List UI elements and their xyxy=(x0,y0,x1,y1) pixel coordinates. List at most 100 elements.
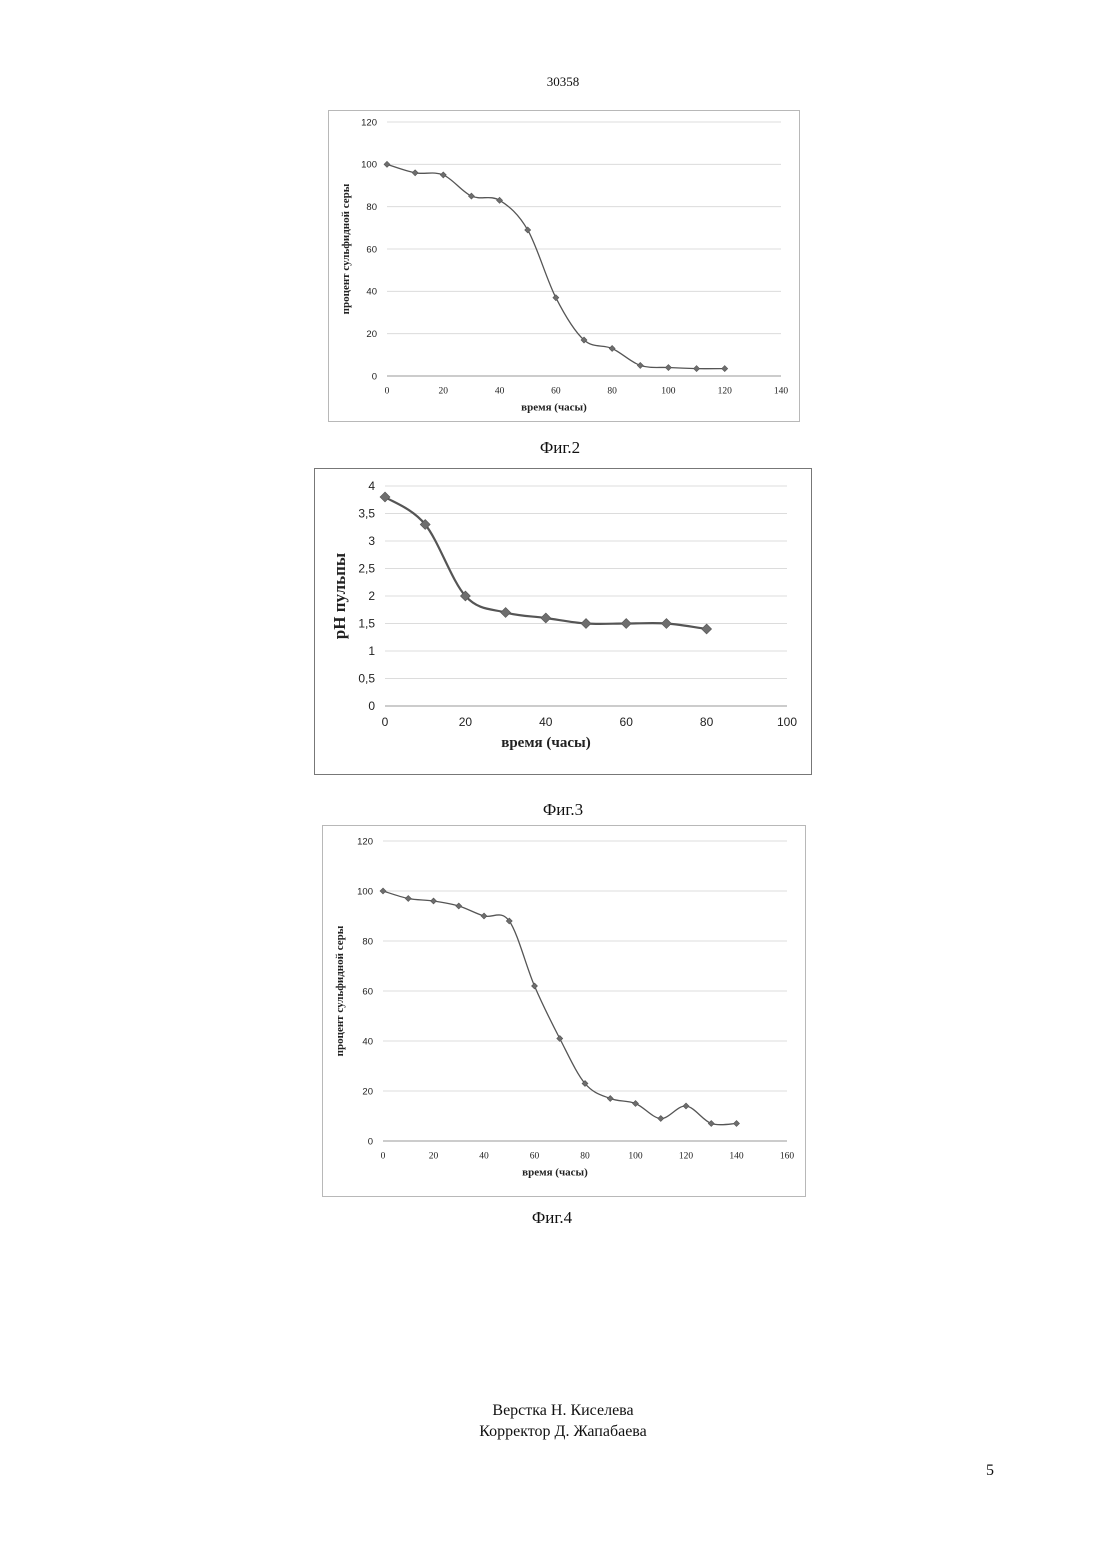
y-tick-label: 40 xyxy=(362,1036,373,1047)
x-tick-label: 120 xyxy=(718,387,733,397)
x-tick-label: 140 xyxy=(774,387,789,397)
data-point-marker xyxy=(637,362,643,368)
y-tick-label: 120 xyxy=(357,836,373,847)
y-tick-label: 60 xyxy=(366,244,377,255)
x-tick-label: 20 xyxy=(459,715,473,729)
x-tick-label: 60 xyxy=(551,387,561,397)
data-point-marker xyxy=(384,161,390,167)
y-tick-label: 0 xyxy=(368,699,375,713)
x-tick-label: 60 xyxy=(530,1152,540,1162)
figure-4-caption: Фиг.4 xyxy=(497,1208,607,1228)
y-tick-label: 20 xyxy=(362,1086,373,1097)
y-tick-label: 0 xyxy=(372,371,377,382)
x-tick-label: 80 xyxy=(580,1152,590,1162)
y-tick-label: 100 xyxy=(357,886,373,897)
data-point-marker xyxy=(440,172,446,178)
x-tick-label: 140 xyxy=(729,1152,744,1162)
document-number: 30358 xyxy=(0,74,1100,90)
y-tick-label: 80 xyxy=(366,202,377,213)
credits-block: Верстка Н. Киселева Корректор Д. Жапабае… xyxy=(0,1400,1100,1442)
y-tick-label: 1 xyxy=(368,644,375,658)
data-point-marker xyxy=(633,1101,639,1107)
x-tick-label: 20 xyxy=(429,1152,439,1162)
x-tick-label: 0 xyxy=(382,715,389,729)
x-tick-label: 100 xyxy=(661,387,676,397)
data-point-marker xyxy=(380,888,386,894)
x-tick-label: 40 xyxy=(495,387,505,397)
x-tick-label: 40 xyxy=(539,715,553,729)
corrector-credit: Корректор Д. Жапабаева xyxy=(0,1421,1100,1442)
data-point-marker xyxy=(734,1121,740,1127)
y-tick-label: 20 xyxy=(366,329,377,340)
y-tick-label: 3,5 xyxy=(358,507,375,521)
x-tick-label: 0 xyxy=(381,1152,386,1162)
x-tick-label: 40 xyxy=(479,1152,489,1162)
figure-4-chart: 0 20 40 60 80 100 120 0 20 40 60 80 100 120 140 160 врем… xyxy=(322,825,806,1197)
y-tick-label: 100 xyxy=(361,160,377,171)
y-tick-label: 40 xyxy=(366,287,377,298)
x-tick-label: 160 xyxy=(780,1152,795,1162)
x-tick-label: 80 xyxy=(607,387,617,397)
data-point-marker xyxy=(532,983,538,989)
y-tick-label: 2,5 xyxy=(358,562,375,576)
data-point-marker xyxy=(607,1096,613,1102)
figure-3-caption: Фиг.3 xyxy=(508,800,618,820)
y-tick-label: 120 xyxy=(361,117,377,128)
data-point-marker xyxy=(541,613,551,623)
data-point-marker xyxy=(702,624,712,634)
data-point-marker xyxy=(412,170,418,176)
x-axis-label: время (часы) xyxy=(501,735,591,751)
data-point-marker xyxy=(609,345,615,351)
data-point-marker xyxy=(553,295,559,301)
y-tick-label: 60 xyxy=(362,986,373,997)
data-point-marker xyxy=(501,608,511,618)
data-point-marker xyxy=(456,903,462,909)
y-tick-label: 4 xyxy=(368,479,375,493)
series-line xyxy=(387,164,725,368)
y-axis-label: процент сульфидной серы xyxy=(340,183,352,314)
figure-2-chart: 0 20 40 60 80 100 120 0 20 40 60 80 100 120 140 время (… xyxy=(328,110,800,422)
x-tick-label: 20 xyxy=(439,387,449,397)
data-point-marker xyxy=(665,365,671,371)
layout-credit: Верстка Н. Киселева xyxy=(0,1400,1100,1421)
x-axis-label: время (часы) xyxy=(521,402,587,414)
y-tick-label: 3 xyxy=(368,534,375,548)
data-point-marker xyxy=(380,492,390,502)
data-point-marker xyxy=(708,1121,714,1127)
y-tick-label: 1,5 xyxy=(358,617,375,631)
data-point-marker xyxy=(621,619,631,629)
data-point-marker xyxy=(468,193,474,199)
data-point-marker xyxy=(581,619,591,629)
data-point-marker xyxy=(497,197,503,203)
x-tick-label: 100 xyxy=(628,1152,643,1162)
x-tick-label: 60 xyxy=(620,715,634,729)
page-number: 5 xyxy=(986,1462,994,1480)
data-point-marker xyxy=(661,619,671,629)
series-line xyxy=(385,497,707,629)
figure-4-svg: 0 20 40 60 80 100 120 0 20 40 60 80 100 120 140 160 врем… xyxy=(323,826,805,1196)
data-point-marker xyxy=(525,227,531,233)
y-tick-label: 0 xyxy=(368,1136,373,1147)
x-tick-label: 120 xyxy=(679,1152,694,1162)
figure-3-chart: 00,511,522,533,54020406080100время (часы… xyxy=(314,468,812,775)
x-axis-label: время (часы) xyxy=(522,1167,588,1179)
figure-3-svg: 00,511,522,533,54020406080100время (часы… xyxy=(315,469,811,774)
y-tick-label: 80 xyxy=(362,936,373,947)
data-point-marker xyxy=(431,898,437,904)
data-point-marker xyxy=(405,896,411,902)
y-axis-label: pH пульпы xyxy=(330,553,349,639)
y-tick-label: 0,5 xyxy=(358,672,375,686)
x-tick-label: 80 xyxy=(700,715,714,729)
data-point-marker xyxy=(481,913,487,919)
figure-2-svg: 0 20 40 60 80 100 120 0 20 40 60 80 100 120 140 время (… xyxy=(329,111,799,421)
data-point-marker xyxy=(694,366,700,372)
y-tick-label: 2 xyxy=(368,589,375,603)
x-tick-label: 100 xyxy=(777,715,797,729)
data-point-marker xyxy=(722,366,728,372)
data-point-marker xyxy=(658,1116,664,1122)
figure-2-caption: Фиг.2 xyxy=(505,438,615,458)
series-line xyxy=(383,891,737,1125)
y-axis-label: процент сульфидной серы xyxy=(334,925,346,1056)
data-point-marker xyxy=(683,1103,689,1109)
x-tick-label: 0 xyxy=(385,387,390,397)
